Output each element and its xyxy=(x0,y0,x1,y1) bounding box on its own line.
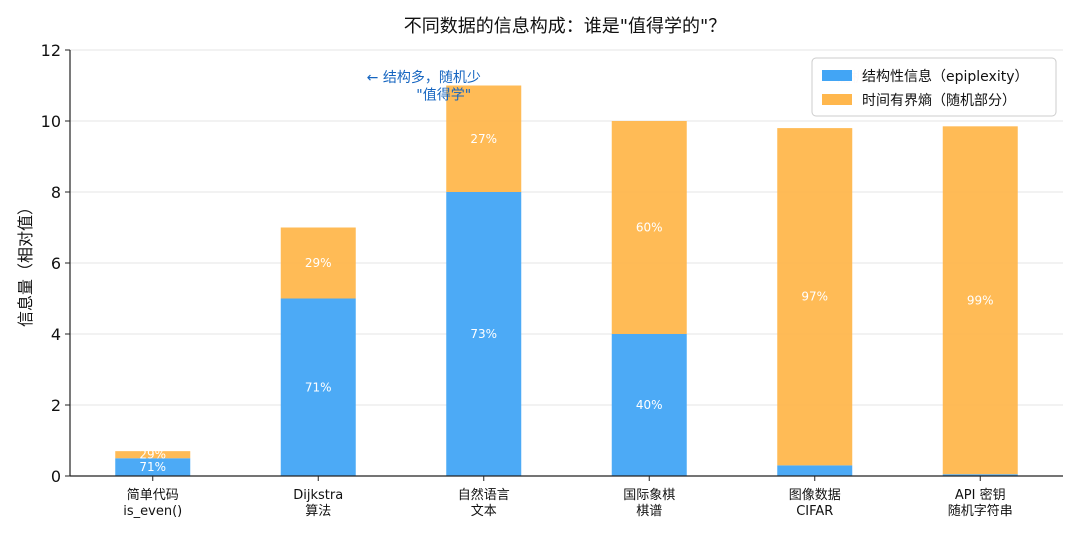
bars: 71%29%71%29%73%27%40%60%97% 99% xyxy=(115,85,1018,476)
x-tick-label: 国际象棋 xyxy=(623,488,675,503)
y-tick-label: 4 xyxy=(51,325,61,344)
bar-segment xyxy=(280,298,356,476)
y-tick-label: 12 xyxy=(41,41,61,60)
bar-data-label: 99% xyxy=(967,293,994,307)
y-axis-label: 信息量（相对值） xyxy=(16,199,35,327)
x-tick-label: 简单代码 xyxy=(127,487,179,503)
legend: 结构性信息（epiplexity） 时间有界熵（随机部分） xyxy=(811,57,1057,117)
legend-entry: 时间有界熵（随机部分） xyxy=(862,93,1016,109)
x-tick-label: API 密钥 xyxy=(955,487,1006,503)
bar-segment xyxy=(446,85,522,192)
bar-data-label: 40% xyxy=(636,398,663,412)
x-tick-label: 自然语言 xyxy=(458,487,510,503)
x-tick-label: 图像数据 xyxy=(789,488,841,503)
y-tick-label: 0 xyxy=(51,467,61,486)
x-tick-label: is_even() xyxy=(123,504,182,519)
annotations: ← 结构多，随机少"值得学"随机 xyxy=(367,69,865,104)
bar-segment xyxy=(115,451,191,459)
y-tick-label: 2 xyxy=(51,396,61,415)
bar-segment xyxy=(611,334,687,476)
bar-data-label: 27% xyxy=(470,132,497,146)
bar-data-label: 97% xyxy=(801,290,828,304)
bar-segment xyxy=(611,121,687,334)
legend-swatch xyxy=(822,94,852,105)
bar-segment xyxy=(777,465,853,476)
x-tick-label: 文本 xyxy=(471,504,497,519)
bar-segment xyxy=(115,458,191,476)
bar-segment xyxy=(777,128,853,466)
annotation-text: "值得学" xyxy=(416,87,471,104)
x-tick-label: CIFAR xyxy=(796,504,833,519)
x-tick-label: Dijkstra xyxy=(293,488,343,503)
bar-data-label: 29% xyxy=(305,256,332,270)
bar-data-label: 71% xyxy=(305,380,332,394)
bar-data-label: 60% xyxy=(636,221,663,235)
bar-data-label: 71% xyxy=(139,460,166,474)
x-tick-label: 算法 xyxy=(305,504,331,519)
y-tick-label: 6 xyxy=(51,254,61,273)
bar-data-label: 29% xyxy=(139,448,166,462)
annotation-text: ← 结构多，随机少 xyxy=(367,69,481,86)
chart-title: 不同数据的信息构成：谁是"值得学的"？ xyxy=(404,16,727,37)
y-tick-label: 8 xyxy=(51,183,61,202)
x-tick-label: 随机字符串 xyxy=(948,503,1013,519)
legend-box xyxy=(811,57,1057,117)
legend-entry: 结构性信息（epiplexity） xyxy=(862,68,1028,85)
y-tick-label: 10 xyxy=(41,112,61,131)
bar-segment xyxy=(446,192,522,476)
bar-segment xyxy=(942,126,1018,475)
bar-segment xyxy=(942,474,1018,476)
bar-segment xyxy=(280,227,356,299)
bar-data-label: 73% xyxy=(470,327,497,341)
gridlines xyxy=(70,49,1063,406)
x-tick-label: 棋谱 xyxy=(636,504,662,519)
legend-swatch xyxy=(822,70,852,81)
